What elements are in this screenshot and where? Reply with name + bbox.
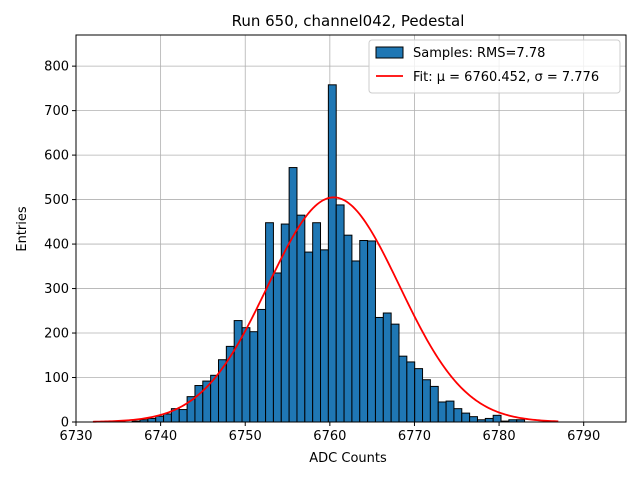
histogram-bar [327, 84, 337, 423]
fit-curve [92, 196, 559, 423]
histogram-bar [469, 416, 478, 423]
x-tick-label: 6740 [144, 429, 177, 444]
histogram-bar [335, 204, 345, 423]
legend-fit-label: Fit: μ = 6760.452, σ = 7.776 [413, 70, 599, 85]
y-tick-label: 800 [44, 60, 69, 75]
x-tick-label: 6790 [567, 429, 600, 444]
legend-box [368, 39, 621, 94]
fit-curve-group [92, 196, 559, 423]
histogram-bar [147, 417, 157, 423]
histogram-bar [429, 385, 439, 423]
y-tick-label: 0 [61, 416, 69, 431]
histogram-bar [272, 272, 282, 423]
y-tick-label: 300 [44, 282, 69, 297]
histogram-bar [249, 331, 259, 423]
legend: Samples: RMS=7.78 Fit: μ = 6760.452, σ =… [368, 39, 621, 94]
histogram-bar [382, 312, 392, 423]
histogram-bar [265, 222, 274, 423]
histogram-bar [422, 379, 431, 423]
histogram-bar [461, 412, 471, 423]
histogram-bar [288, 167, 298, 423]
y-tick-label: 700 [44, 104, 69, 119]
histogram-bars [131, 84, 526, 423]
x-tick-label: 6750 [229, 429, 262, 444]
histogram-bar [343, 234, 353, 423]
x-tick-label: 6730 [59, 429, 92, 444]
histogram-bar [257, 308, 267, 423]
histogram-bar [367, 240, 376, 423]
y-axis-ticks: 0 100 200 300 400 500 600 700 800 [44, 60, 76, 431]
histogram-bar [296, 214, 306, 423]
histogram-bar [163, 413, 172, 423]
y-tick-label: 400 [44, 238, 69, 253]
x-tick-label: 6770 [398, 429, 431, 444]
histogram-bar [453, 408, 463, 423]
y-tick-label: 500 [44, 193, 69, 208]
y-tick-label: 100 [44, 371, 69, 386]
x-tick-label: 6780 [483, 429, 516, 444]
histogram-bar [280, 223, 290, 423]
y-tick-label: 200 [44, 327, 69, 342]
y-axis-label: Entries [15, 206, 30, 252]
histogram-bar [445, 400, 455, 423]
histogram-bar [359, 240, 369, 423]
histogram-bar [304, 251, 314, 423]
histogram-bar [320, 249, 329, 423]
histogram-bar [233, 320, 243, 423]
histogram-bar [437, 401, 447, 423]
histogram-bar [374, 316, 384, 423]
x-axis-ticks: 6730 6740 6750 6760 6770 6780 6790 [59, 422, 600, 444]
histogram-bar [155, 415, 165, 423]
histogram-bar [312, 222, 322, 423]
x-tick-label: 6760 [313, 429, 346, 444]
histogram-bar [414, 368, 424, 423]
histogram-bar [484, 417, 494, 423]
legend-histogram-swatch [375, 46, 404, 59]
chart-title: Run 650, channel042, Pedestal [232, 12, 465, 30]
histogram-bar [390, 323, 400, 423]
legend-histogram-label: Samples: RMS=7.78 [413, 46, 545, 61]
histogram-bar [492, 414, 502, 423]
histogram-bar [351, 260, 361, 423]
plot-frame [75, 34, 627, 423]
histogram-bar [178, 409, 188, 423]
histogram-bar [406, 361, 416, 423]
histogram-bar [241, 327, 251, 423]
x-axis-label: ADC Counts [309, 451, 387, 466]
y-tick-label: 600 [44, 149, 69, 164]
histogram-bar [398, 355, 408, 423]
